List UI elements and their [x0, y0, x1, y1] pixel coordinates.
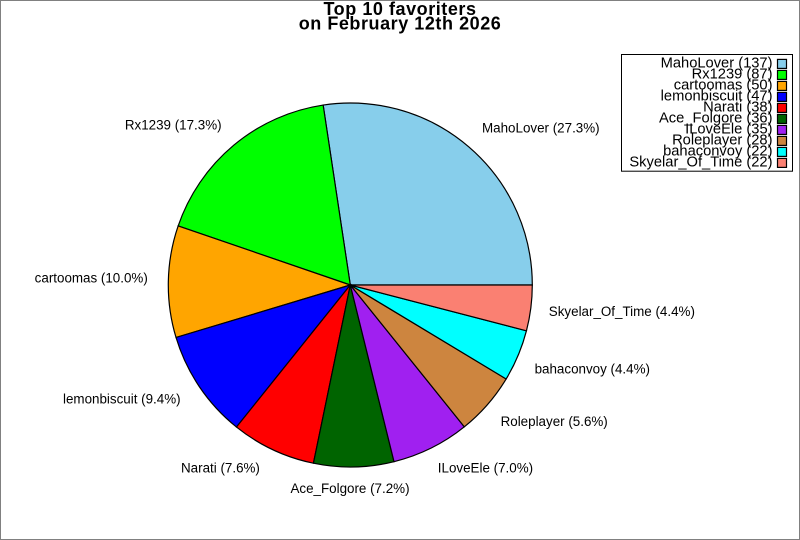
svg-text:Roleplayer (28): Roleplayer (28): [672, 133, 772, 149]
svg-text:ILoveEle (7.0%): ILoveEle (7.0%): [438, 460, 533, 475]
svg-text:Skyelar_Of_Time (22): Skyelar_Of_Time (22): [629, 155, 772, 171]
svg-text:cartoomas (50): cartoomas (50): [674, 78, 773, 94]
svg-text:Ace_Folgore (7.2%): Ace_Folgore (7.2%): [290, 481, 409, 496]
svg-text:lemonbiscuit (47): lemonbiscuit (47): [661, 89, 773, 105]
svg-text:cartoomas (10.0%): cartoomas (10.0%): [35, 270, 148, 285]
svg-text:ILoveEle (35): ILoveEle (35): [685, 122, 772, 138]
svg-text:bahaconvoy (22): bahaconvoy (22): [663, 144, 772, 160]
svg-text:Rx1239 (17.3%): Rx1239 (17.3%): [125, 117, 222, 132]
svg-text:Skyelar_Of_Time (4.4%): Skyelar_Of_Time (4.4%): [549, 304, 695, 319]
svg-text:bahaconvoy (4.4%): bahaconvoy (4.4%): [535, 361, 650, 376]
svg-text:Narati (7.6%): Narati (7.6%): [181, 461, 260, 476]
svg-text:Ace_Folgore (36): Ace_Folgore (36): [659, 111, 772, 127]
svg-text:lemonbiscuit (9.4%): lemonbiscuit (9.4%): [63, 391, 181, 406]
svg-text:Narati (38): Narati (38): [703, 100, 772, 116]
svg-text:MahoLover (27.3%): MahoLover (27.3%): [482, 121, 600, 136]
svg-text:MahoLover (137): MahoLover (137): [661, 56, 773, 72]
svg-text:Roleplayer (5.6%): Roleplayer (5.6%): [501, 414, 608, 429]
svg-text:on February 12th 2026: on February 12th 2026: [299, 14, 502, 34]
svg-text:Top 10 favoriters: Top 10 favoriters: [323, 0, 476, 19]
svg-text:Rx1239 (87): Rx1239 (87): [692, 67, 773, 83]
